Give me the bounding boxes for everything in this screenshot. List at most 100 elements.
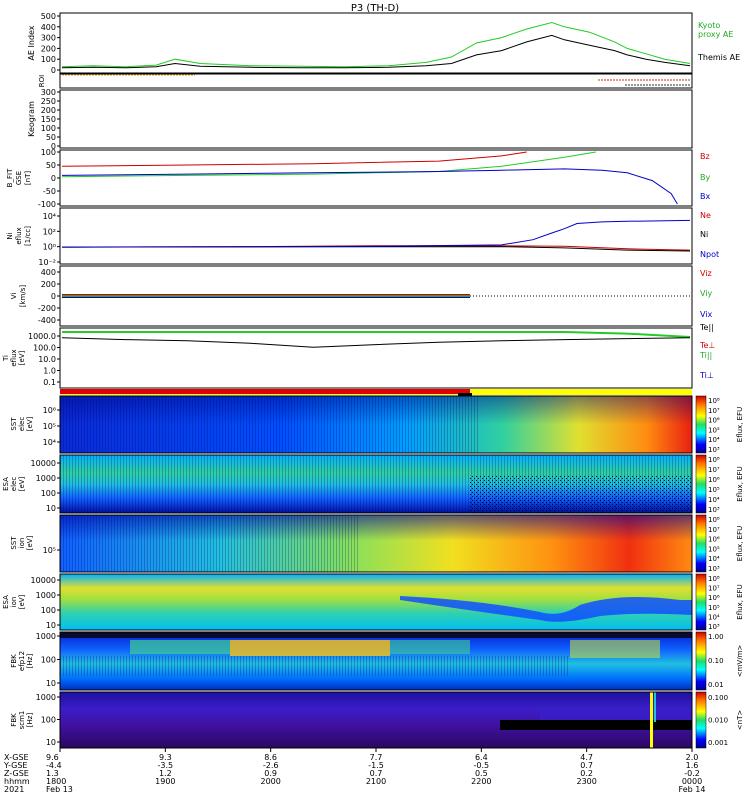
ae-legend-kyoto: Kyoto	[698, 21, 720, 30]
eflux-colorbar-tick: 10³	[708, 565, 720, 573]
sst-elec-tick-label: 10⁶	[43, 406, 56, 415]
ni-legend: Ni	[700, 230, 708, 239]
ni-tick-label: 10⁰	[43, 243, 56, 252]
sst-elec-ylabel-2: elec	[18, 417, 26, 432]
bfield-ticks: 100 50 0 -50 -100	[38, 148, 60, 209]
viz-legend: Viz	[700, 269, 712, 278]
fbk-e-colorbar-tick: 1.00	[708, 633, 724, 641]
ti-tick-label: 0.1	[43, 378, 56, 387]
ni-ylabel-1: Ni	[6, 232, 14, 239]
axis-row-label: Y-GSE	[3, 761, 27, 770]
mode-bar	[60, 389, 692, 396]
eflux-colorbar-tick: 10⁸	[708, 575, 720, 583]
eflux-colorbar-tick: 10⁴	[708, 613, 720, 621]
sst-ion-panel: 10⁵ SST ion [eV]	[10, 514, 693, 573]
time-tick-t: 1800	[46, 777, 66, 786]
ni-panel: 10⁴ 10² 10⁰ 10⁻² Ni eflux [1/cc] Ne Ni Npot	[6, 207, 719, 267]
time-tick-z: 1.2	[159, 769, 172, 778]
ni-ylabel-2: eflux	[15, 227, 23, 244]
eflux-colorbar-tick: 10⁷	[708, 526, 720, 534]
time-tick-y: -0.5	[474, 761, 490, 770]
ti-tick-label: 10.0	[38, 355, 56, 364]
fbk-e-colorbar-label: <mV/m>	[736, 645, 744, 678]
eflux-colorbar-tick: 10³	[708, 446, 720, 454]
ti-ticks: 1000.0 100.0 10.0 1.0 0.1	[28, 332, 60, 387]
eflux-colorbar-tick: 10⁵	[708, 604, 720, 612]
te-par-legend: Te||	[699, 323, 714, 332]
bz-legend: Bz	[700, 152, 710, 161]
eflux-colorbar-tick: 10⁴	[708, 555, 720, 563]
keogram-tick-label: 100	[41, 124, 56, 133]
vi-tick-label: -200	[38, 304, 56, 313]
time-tick-x: 8.6	[264, 753, 277, 762]
sst-ion-tick-label: 10⁵	[43, 546, 56, 555]
bfield-tick-label: -50	[43, 187, 56, 196]
fbk-e-colorbar-tick: 0.10	[708, 657, 724, 665]
esa-ion-ylabel-3: [eV]	[18, 594, 26, 609]
keogram-tick-label: 300	[41, 88, 56, 97]
ni-tick-label: 10⁻²	[38, 258, 56, 267]
sst-ion-ylabel-3: [eV]	[26, 535, 34, 550]
esa-ion-tick-label: 1000	[36, 591, 56, 600]
time-tick-t: 2100	[366, 777, 386, 786]
fbk-e-tick-label: 1000	[36, 632, 56, 641]
kyoto-proxy-ae-line	[61, 21, 691, 68]
esa-ion-panel: 10000 1000 100 10 ESA ion [eV]	[2, 573, 693, 631]
esa-ion-tick-label: 10	[46, 621, 56, 630]
sst-ion-ylabel-2: ion	[18, 538, 26, 549]
vi-ylabel-2: [km/s]	[19, 285, 27, 308]
sst-elec-panel: 10⁶ 10⁵ 10⁴ SST elec [eV]	[10, 395, 693, 454]
bfield-tick-label: -100	[38, 200, 56, 209]
esa-ion-ylabel-1: ESA	[2, 595, 10, 609]
time-tick-z: 0.9	[264, 769, 277, 778]
sst-ion-ticks: 10⁵	[43, 546, 60, 555]
bfield-tick-label: 0	[51, 174, 56, 183]
time-tick-t: 0000	[682, 777, 702, 786]
sst-elec-tick-label: 10⁵	[43, 422, 56, 431]
keogram-tick-label: 0	[51, 142, 56, 151]
fbk-b-tick-label: 1000	[36, 693, 56, 702]
bx-line	[61, 168, 678, 205]
ti-ylabel-1: Ti	[2, 355, 10, 362]
eflux-colorbar-tick: 10⁷	[708, 585, 720, 593]
esa-elec-tick-label: 100	[41, 489, 56, 498]
sst-ion-ylabel-1: SST	[10, 536, 18, 550]
vi-ticks: 400 200 0 -200 -400	[38, 268, 60, 325]
eflux-colorbar-tick: 10⁸	[708, 456, 720, 464]
eflux-colorbar-tick: 10⁶	[708, 417, 720, 425]
time-tick-x: 7.7	[370, 753, 383, 762]
fbk-b-ylabel-3: [Hz]	[26, 713, 34, 728]
time-tick-y: -4.4	[46, 761, 62, 770]
time-tick-y: 1.6	[686, 761, 699, 770]
fbk-b-colorbar-tick: 0.100	[708, 694, 728, 702]
fbk-e-ylabel-2: efp12	[18, 651, 26, 671]
eflux-colorbar-tick: 10⁶	[708, 536, 720, 544]
vi-tick-label: 0	[51, 292, 56, 301]
time-tick-z: 0.7	[370, 769, 383, 778]
eflux-colorbar-tick: 10⁷	[708, 407, 720, 415]
bfield-tick-label: 100	[41, 148, 56, 157]
vi-ylabel-1: Vi	[10, 293, 18, 300]
time-tick-t: 2200	[471, 777, 491, 786]
ti-tick-label: 1000.0	[28, 332, 56, 341]
time-tick-x: 4.7	[580, 753, 593, 762]
eflux-colorbar-tick: 10⁸	[708, 516, 720, 524]
fbk-b-tick-label: 100	[41, 716, 56, 725]
vi-tick-label: -400	[38, 316, 56, 325]
ti-line	[61, 337, 691, 348]
ti-panel: 1000.0 100.0 10.0 1.0 0.1 Ti eflux [eV] Te||…	[2, 323, 715, 389]
keogram-ylabel: Keogram	[27, 101, 36, 137]
esa-ion-tick-label: 100	[41, 606, 56, 615]
axis-row-label: Z-GSE	[4, 769, 29, 778]
themis-ae-line	[61, 34, 691, 69]
eflux-colorbar-tick: 10⁸	[708, 397, 720, 405]
time-tick-z: 0.2	[580, 769, 593, 778]
eflux-colorbar-label: Eflux, EFU	[736, 466, 744, 501]
ti-tick-label: 1.0	[43, 367, 56, 376]
bfield-ylabel-1: B_FIT	[6, 168, 14, 187]
